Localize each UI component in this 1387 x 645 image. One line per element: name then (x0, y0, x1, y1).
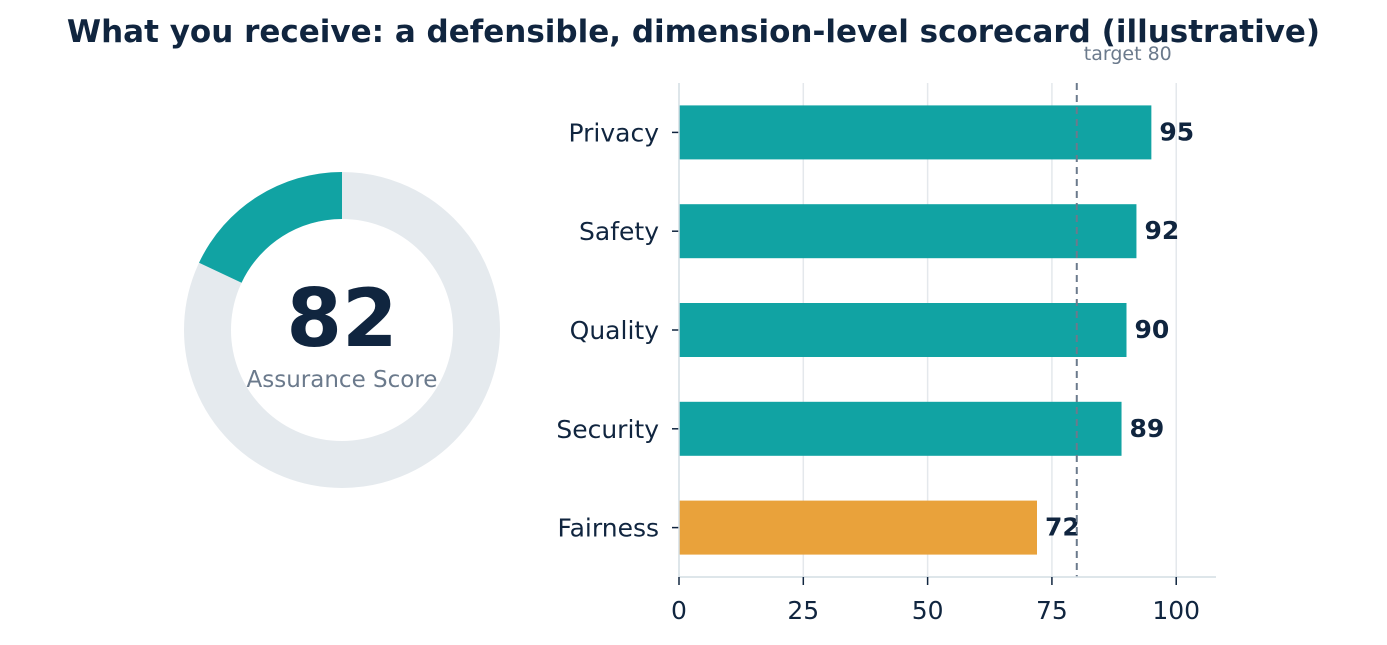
x-tick-label-50: 50 (912, 596, 944, 625)
category-label-fairness: Fairness (558, 514, 659, 543)
value-label-privacy: 95 (1159, 117, 1194, 146)
x-tick-label-100: 100 (1152, 596, 1200, 625)
x-tick-label-75: 75 (1036, 596, 1068, 625)
value-label-quality: 90 (1135, 315, 1170, 344)
chart-title: What you receive: a defensible, dimensio… (66, 14, 1321, 50)
bar-security (679, 401, 1122, 456)
value-label-fairness: 72 (1045, 513, 1080, 542)
value-label-safety: 92 (1144, 216, 1179, 245)
bar-quality (679, 303, 1127, 357)
donut-arc (199, 172, 342, 283)
category-label-security: Security (556, 415, 659, 444)
bar-safety (679, 204, 1137, 259)
x-tick-label-0: 0 (671, 596, 687, 625)
assurance-score-caption: Assurance Score (247, 367, 438, 393)
category-label-quality: Quality (570, 316, 660, 345)
dimension-bar-chart: Privacy 95 Safety 92 Quality 90 Security 89 Fair… (556, 43, 1216, 625)
bar-privacy (679, 105, 1152, 160)
assurance-score-donut: 82 Assurance Score (184, 172, 500, 488)
assurance-score-value: 82 (286, 272, 397, 365)
bar-fairness (679, 500, 1037, 555)
value-label-security: 89 (1130, 414, 1165, 443)
category-label-safety: Safety (579, 217, 659, 246)
x-tick-label-25: 25 (787, 596, 819, 625)
target-label: target 80 (1084, 43, 1172, 65)
category-label-privacy: Privacy (568, 118, 659, 147)
